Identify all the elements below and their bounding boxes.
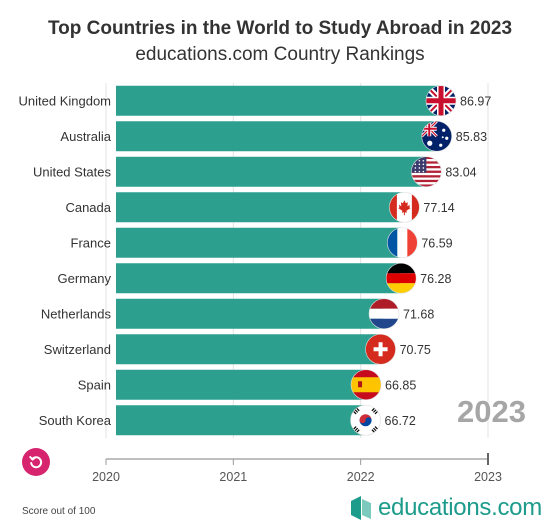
category-label: United Kingdom: [19, 93, 112, 108]
category-label: France: [71, 235, 111, 250]
category-label: Germany: [58, 271, 112, 286]
australia-flag-icon: [421, 120, 453, 152]
canada-flag-icon: [389, 191, 420, 223]
category-label: Netherlands: [41, 306, 112, 321]
chart-title: Top Countries in the World to Study Abro…: [47, 18, 513, 39]
bar: [116, 405, 365, 436]
category-label: United States: [33, 164, 112, 179]
bar: [116, 227, 402, 258]
chart-subtitle: educations.com Country Rankings: [135, 44, 425, 65]
bar: [116, 263, 401, 294]
netherlands-flag-icon: [368, 298, 400, 330]
brand-logo-icon: [351, 496, 371, 520]
timeline-tick-label: 2020: [92, 470, 120, 484]
timeline-tick-label: 2021: [219, 470, 247, 484]
brand-logo: educations.com: [350, 494, 542, 522]
brand-name: educations.com: [378, 494, 542, 521]
usa-flag-icon: [411, 156, 442, 188]
germany-flag-icon: [385, 262, 417, 294]
bar: [116, 85, 440, 116]
uk-flag-icon: [425, 85, 457, 117]
data-label: 71.68: [403, 307, 434, 321]
data-label: 76.28: [420, 272, 451, 286]
bar: [116, 156, 426, 187]
data-label: 85.83: [456, 130, 487, 144]
timeline-tick-label: 2023: [474, 470, 502, 484]
south-korea-flag-icon: [350, 404, 381, 436]
data-label: 70.75: [400, 343, 431, 357]
data-label: 66.85: [385, 378, 416, 392]
bar: [116, 369, 366, 400]
category-label: South Korea: [39, 413, 112, 428]
bar: [116, 121, 436, 152]
data-label: 66.72: [385, 414, 416, 428]
replay-button[interactable]: [22, 448, 50, 476]
replay-icon: [29, 456, 43, 469]
data-label: 77.14: [423, 201, 454, 215]
bar: [116, 298, 384, 329]
current-year-label: 2023: [457, 394, 526, 429]
data-label: 76.59: [421, 236, 452, 250]
category-label: Australia: [60, 129, 111, 144]
category-label: Switzerland: [44, 342, 111, 357]
footnote: Score out of 100: [22, 506, 96, 517]
bar: [116, 192, 404, 223]
category-label: Canada: [65, 200, 111, 215]
category-label: Spain: [78, 377, 111, 392]
data-label: 83.04: [445, 165, 476, 179]
switzerland-flag-icon: [365, 333, 396, 365]
timeline-tick-label: 2022: [347, 470, 375, 484]
france-flag-icon: [387, 227, 418, 259]
bar: [116, 334, 380, 365]
spain-flag-icon: [350, 369, 382, 401]
data-label: 86.97: [460, 94, 491, 108]
